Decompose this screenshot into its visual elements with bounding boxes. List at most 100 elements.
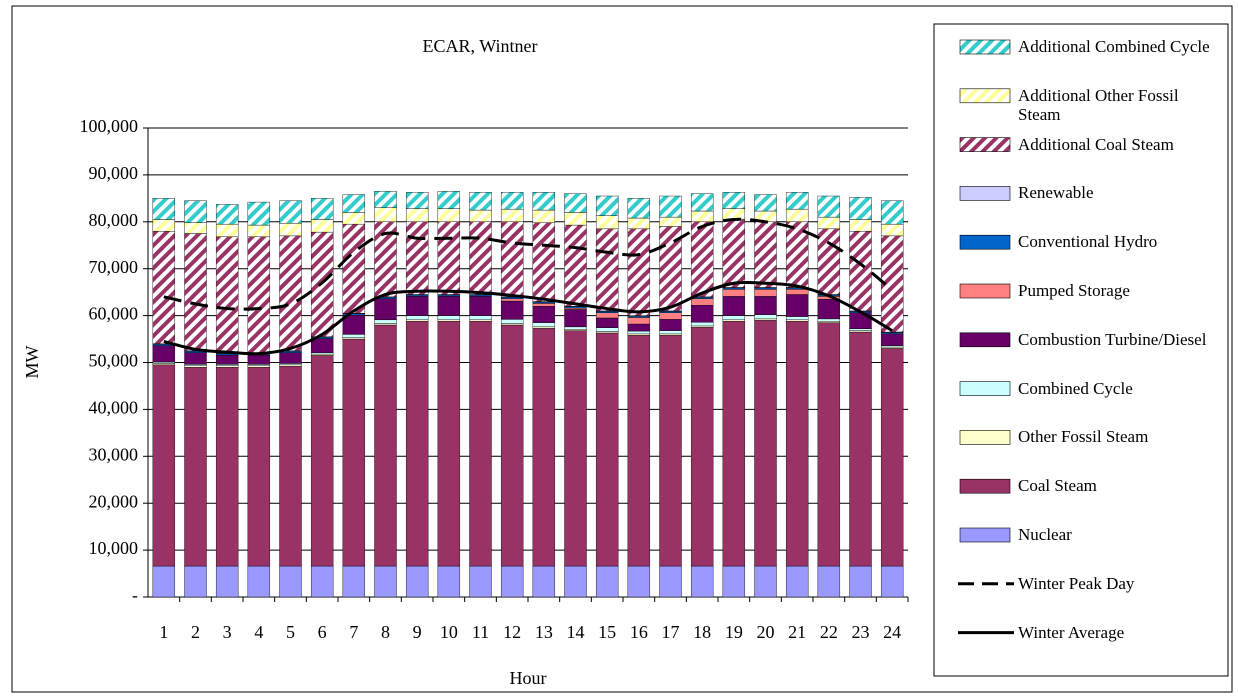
bar-segment [184, 352, 207, 365]
bar-segment [785, 289, 809, 295]
bar-segment [437, 221, 461, 295]
bar-segment [279, 366, 302, 567]
bar-segment [849, 230, 872, 312]
bar-segment [405, 208, 429, 222]
bar-segment [152, 364, 176, 567]
bar-segment [310, 198, 334, 220]
bar-segment [184, 233, 207, 351]
bar-segment [532, 565, 556, 598]
y-tick-label: 10,000 [89, 538, 139, 558]
x-tick-label: 24 [883, 622, 901, 642]
bar-segment [564, 565, 587, 598]
bar-segment [849, 219, 872, 232]
bar-segment [722, 321, 746, 567]
bar-segment [754, 565, 777, 598]
bar-segment [500, 565, 524, 598]
bar-segment [469, 296, 492, 316]
bar-segment [215, 354, 239, 365]
bar-segment [659, 330, 682, 335]
bar-segment [532, 306, 556, 323]
bar-segment [659, 333, 682, 336]
legend-label: Coal Steam [1018, 476, 1097, 496]
bar-segment [785, 208, 809, 222]
bar-segment [405, 192, 429, 209]
bar-segment [817, 216, 841, 230]
bar-segment [595, 311, 619, 313]
bar-segment [690, 210, 714, 223]
bar-segment [500, 300, 524, 320]
bar-segment [215, 365, 239, 368]
bar-segment [564, 326, 587, 330]
legend-swatch [959, 137, 1011, 152]
bar-segment [627, 565, 651, 598]
legend-swatch [959, 527, 1011, 543]
y-tick-label: 50,000 [89, 351, 139, 371]
bar-segment [342, 212, 366, 225]
bar-segment [627, 228, 651, 316]
bar-segment [595, 215, 619, 230]
bar-segment [184, 366, 207, 567]
legend-swatch [959, 88, 1011, 104]
bar-segment [690, 193, 714, 212]
bar-segment [152, 361, 176, 364]
bar-segment [690, 327, 714, 567]
bar-segment [405, 296, 429, 316]
bar-segment [310, 352, 334, 355]
bar-segment [817, 228, 841, 295]
bar-segment [659, 319, 682, 331]
bar-segment [279, 223, 302, 237]
bar-segment [500, 192, 524, 210]
x-tick-label: 20 [757, 622, 775, 642]
bar-segment [469, 321, 492, 567]
bar-segment [754, 289, 777, 297]
bar-segment [279, 352, 302, 364]
bar-segment [722, 315, 746, 321]
bar-segment [310, 338, 334, 353]
x-tick-label: 6 [318, 622, 327, 642]
bar-segment [215, 366, 239, 567]
y-tick-label: 100,000 [80, 116, 139, 136]
bar-segment [722, 219, 746, 288]
bar-segment [690, 305, 714, 323]
bar-segment [564, 329, 587, 331]
bar-segment [184, 565, 207, 598]
bar-segment [374, 298, 397, 321]
bar-segment [564, 212, 587, 226]
bar-segment [690, 221, 714, 298]
bar-segment [849, 331, 872, 567]
x-tick-label: 10 [440, 622, 458, 642]
bar-segment [279, 565, 302, 598]
bar-segment [279, 200, 302, 224]
bar-segment [627, 335, 651, 567]
bar-segment [469, 294, 492, 297]
bar-segment [564, 306, 587, 309]
y-tick-label: 70,000 [89, 257, 139, 277]
bar-segment [500, 324, 524, 567]
bar-segment [374, 207, 397, 222]
bar-segment [627, 217, 651, 230]
bar-segment [817, 318, 841, 322]
bar-segment [532, 322, 556, 328]
bar-segment [469, 315, 492, 321]
x-tick-label: 8 [381, 622, 390, 642]
bar-segment [247, 201, 271, 226]
bar-segment [279, 364, 302, 367]
bar-segment [215, 364, 239, 366]
bar-segment [722, 565, 746, 598]
bar-segment [880, 565, 904, 598]
bar-segment [722, 287, 746, 290]
bar-segment [152, 219, 176, 232]
bar-segment [659, 311, 682, 313]
bar-segment [754, 194, 777, 212]
bar-segment [184, 365, 207, 368]
bar-segment [595, 195, 619, 216]
bar-segment [437, 565, 461, 598]
legend-label: Combined Cycle [1018, 378, 1133, 398]
bar-segment [722, 319, 746, 322]
bar-segment [279, 363, 302, 366]
bar-segment [152, 363, 176, 366]
bar-segment [469, 221, 492, 295]
x-tick-label: 14 [567, 622, 585, 642]
bar-segment [437, 208, 461, 222]
bar-segment [310, 353, 334, 356]
